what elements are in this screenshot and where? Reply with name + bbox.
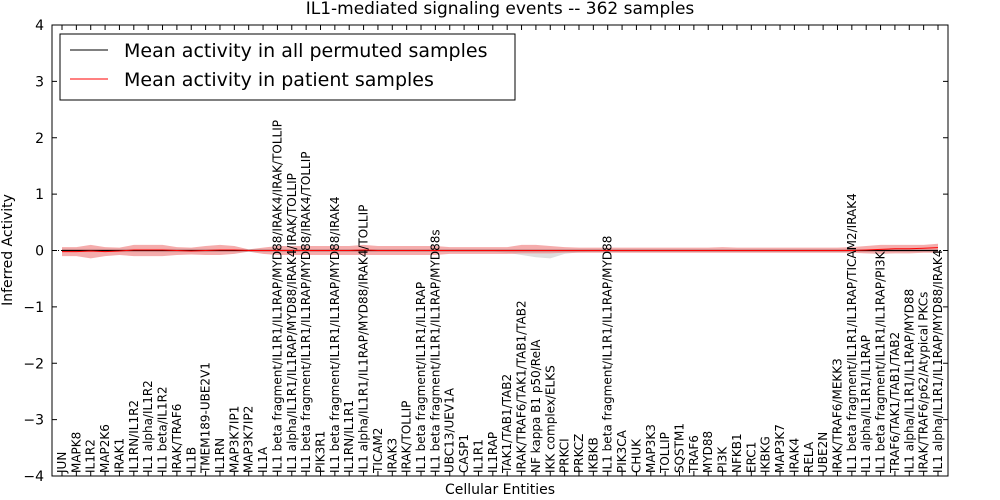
- x-category-label: IRAK/TOLLIP: [400, 401, 414, 473]
- x-category-label: IL1 alpha/IL1R1/IL1RAP/MYD88/IRAK4: [931, 250, 945, 473]
- x-category-label: CASP1: [457, 434, 471, 473]
- x-category-label: UBC13/UEV1A: [443, 387, 457, 473]
- legend-label-permuted: Mean activity in all permuted samples: [124, 40, 487, 62]
- x-category-label: JUN: [55, 452, 69, 474]
- x-category-label: IL1RN: [213, 438, 227, 473]
- x-category-label: IKBKG: [759, 436, 773, 473]
- legend-box: [59, 33, 516, 101]
- x-category-label: IL1 beta fragment/IL1R1/IL1RAP/MYD88s: [428, 229, 442, 473]
- x-category-label: IRAK/TRAF6/TAK1/TAB1/TAB2: [515, 300, 529, 473]
- y-tick-label: 0: [35, 244, 44, 260]
- x-category-label: IL1RAP: [486, 432, 500, 473]
- x-category-label: PIK3R1: [313, 431, 327, 473]
- x-category-label: ERC1: [744, 442, 758, 473]
- x-category-label: IL1 alpha/IL1R1/IL1RAP/MYD88/IRAK4/TOLLI…: [357, 205, 371, 473]
- y-tick-label: −1: [23, 300, 44, 316]
- x-category-label: SQSTM1: [673, 423, 687, 473]
- x-category-label: IKK complex/ELKS: [543, 365, 557, 473]
- y-tick-label: 2: [35, 131, 44, 147]
- x-category-label: IL1A: [256, 446, 270, 473]
- x-axis-ticks: [61, 25, 939, 476]
- x-category-label: IL1 alpha/IL1R2: [141, 380, 155, 473]
- x-category-label: IL1 alpha/IL1R1/IL1RAP/MYD88/IRAK4/IRAK/…: [285, 173, 299, 473]
- legend: Mean activity in all permuted samples Me…: [59, 33, 516, 101]
- y-axis-title: Inferred Activity: [0, 194, 16, 306]
- x-category-label: IL1 beta/IL1R2: [156, 386, 170, 473]
- x-category-label: PI3K: [716, 446, 730, 473]
- y-axis: −4 −3 −2 −1 0 1 2 3 4: [23, 18, 948, 485]
- x-category-label: IRAK3: [385, 438, 399, 473]
- x-category-label: IL1 beta fragment/IL1R1/IL1RAP/MYD88/IRA…: [299, 152, 313, 473]
- x-category-label: MYD88: [701, 431, 715, 473]
- x-category-label: TMEM189-UBE2V1: [199, 362, 213, 474]
- x-category-label: TAK1/TAB1/TAB2: [500, 374, 514, 474]
- x-category-label: IL1RN/IL1R1: [342, 400, 356, 473]
- x-category-label: PRKCZ: [572, 434, 586, 473]
- x-category-label: IRAK/TRAF6/MEKK3: [830, 358, 844, 473]
- x-category-label: MAP3K7IP2: [242, 406, 256, 473]
- x-category-label: IL1RN/IL1R2: [127, 400, 141, 473]
- x-category-label: IL1 beta fragment/IL1R1/IL1RAP/MYD88/IRA…: [328, 196, 342, 473]
- y-tick-label: −2: [23, 356, 44, 372]
- x-category-label: PIK3CA: [615, 429, 629, 473]
- x-category-label: MAP2K6: [98, 424, 112, 473]
- x-category-label: IRAK1: [112, 438, 126, 473]
- x-category-label: MAP3K7IP1: [227, 406, 241, 473]
- x-category-label: MAP3K7: [773, 424, 787, 473]
- x-category-label: IRAK/TRAF6: [170, 404, 184, 473]
- x-category-label: MAPK8: [69, 432, 83, 473]
- x-category-label: IL1 alpha/IL1R1/IL1RAP/MYD88: [902, 289, 916, 473]
- y-tick-label: −4: [23, 469, 44, 485]
- x-category-label: IRAK4: [787, 438, 801, 473]
- x-category-label: TOLLIP: [658, 432, 672, 474]
- x-category-label: IKBKB: [586, 437, 600, 473]
- x-category-label: IL1R2: [84, 439, 98, 473]
- series-lines: [62, 247, 939, 253]
- patient-mean-line: [62, 247, 939, 253]
- x-category-label: CHUK: [629, 438, 643, 473]
- x-category-label: IL1 beta fragment/IL1R1/IL1RAP/PI3K: [874, 250, 888, 473]
- x-category-label: MAP3K3: [644, 424, 658, 473]
- x-category-label: RELA: [802, 441, 816, 473]
- x-category-label: TRAF6/TAK1/TAB1/TAB2: [888, 332, 902, 474]
- category-labels: JUN MAPK8 IL1R2 MAP2K6 IRAK1 IL1RN/IL1R2 IL1 a…: [55, 120, 945, 474]
- chart-title: IL1-mediated signaling events -- 362 sam…: [306, 0, 695, 19]
- x-category-label: NF kappa B1 p50/RelA: [529, 339, 543, 473]
- x-category-label: IRAK/TRAF6/p62/Atypical PKCs: [917, 292, 931, 473]
- x-category-label: IL1 beta fragment/IL1R1/IL1RAP/MYD88: [601, 236, 615, 473]
- x-category-label: PRKCI: [558, 438, 572, 473]
- x-category-label: TRAF6: [687, 435, 701, 474]
- x-category-label: IL1R1: [471, 439, 485, 473]
- x-category-label: TICAM2: [371, 428, 385, 474]
- y-tick-label: 3: [35, 74, 44, 90]
- y-tick-label: 4: [35, 18, 44, 34]
- legend-label-patient: Mean activity in patient samples: [124, 69, 434, 91]
- x-category-label: IL1 beta fragment/IL1R1/IL1RAP: [414, 282, 428, 473]
- x-category-label: UBE2N: [816, 432, 830, 473]
- x-axis-title: Cellular Entities: [445, 482, 555, 498]
- x-category-label: IL1B: [184, 447, 198, 473]
- y-tick-label: 1: [35, 187, 44, 203]
- x-category-label: NFKB1: [730, 433, 744, 473]
- y-tick-label: −3: [23, 413, 44, 429]
- x-category-label: IL1 beta fragment/IL1R1/IL1RAP/MYD88/IRA…: [270, 120, 284, 473]
- x-category-label: IL1 beta fragment/IL1R1/IL1RAP/TICAM2/IR…: [845, 193, 859, 473]
- x-category-label: IL1 alpha/IL1R1/IL1RAP: [859, 335, 873, 473]
